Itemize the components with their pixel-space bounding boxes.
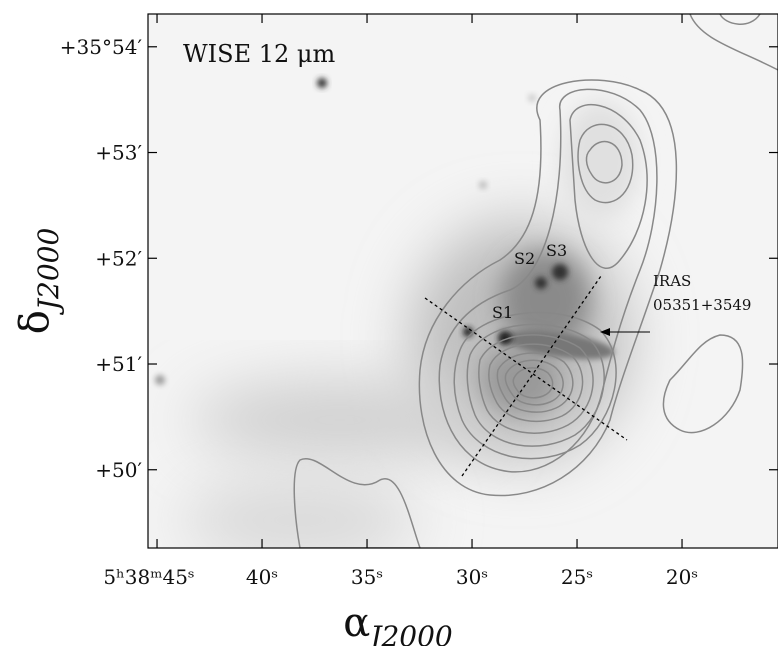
annotation: 05351+3549 [653,296,751,314]
y-tick-label: +52′ [95,246,142,270]
x-tick-label: 5ʰ38ᵐ45ˢ [103,565,194,589]
x-label-symbol: α [343,600,370,646]
x-tick-label: 20ˢ [666,565,698,589]
y-label-subscript: J2000 [32,228,65,315]
x-tick-label: 25ˢ [561,565,593,589]
y-tick-label: +50′ [95,458,142,482]
image [148,14,778,548]
annotation: IRAS [653,272,691,290]
annotation: S3 [546,241,567,260]
y-tick-label: +35°54′ [60,35,143,59]
x-label-subscript: J2000 [365,620,452,646]
x-tick-label: 35ˢ [351,565,383,589]
annotation: S2 [514,249,535,268]
y-label-symbol: δ [12,310,58,334]
x-tick-label: 40ˢ [246,565,278,589]
y-tick-label: +51′ [95,352,142,376]
y-axis-label: δJ2000 [12,228,65,335]
plot-frame [147,13,778,549]
x-axis-label: αJ2000 [343,600,453,646]
title: WISE 12 μm [183,40,336,68]
y-tick-label: +53′ [95,141,142,165]
annotation: S1 [492,303,513,322]
x-tick-label: 30ˢ [456,565,488,589]
